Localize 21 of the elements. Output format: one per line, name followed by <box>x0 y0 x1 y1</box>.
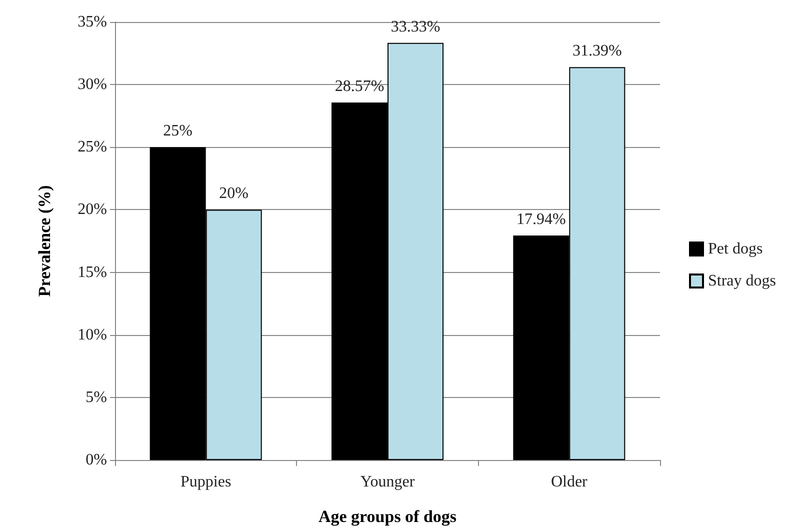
y-tick-label: 30% <box>78 76 107 94</box>
data-label: 33.33% <box>390 18 440 36</box>
y-tick-label: 10% <box>78 326 107 344</box>
data-label: 31.39% <box>572 42 622 60</box>
data-label: 20% <box>219 185 248 202</box>
data-label: 17.94% <box>516 210 566 228</box>
x-tick-label: Puppies <box>180 474 232 490</box>
legend-label: Stray dogs <box>708 272 776 290</box>
y-tick-label: 15% <box>78 264 107 281</box>
x-tick-label: Older <box>550 474 588 490</box>
legend-label: Pet dogs <box>708 240 763 258</box>
y-tick-label: 25% <box>78 138 107 156</box>
x-tick-label: Younger <box>360 474 416 490</box>
data-label: 28.57% <box>334 78 384 95</box>
y-tick-label: 5% <box>86 388 107 406</box>
y-tick-label: 35% <box>78 14 107 30</box>
y-tick-label: 0% <box>86 452 107 468</box>
y-tick-label: 20% <box>78 201 107 218</box>
data-label: 25% <box>163 122 192 140</box>
y-axis-title: Prevalence (%) <box>35 185 54 297</box>
x-axis-title: Age groups of dogs <box>318 507 457 526</box>
